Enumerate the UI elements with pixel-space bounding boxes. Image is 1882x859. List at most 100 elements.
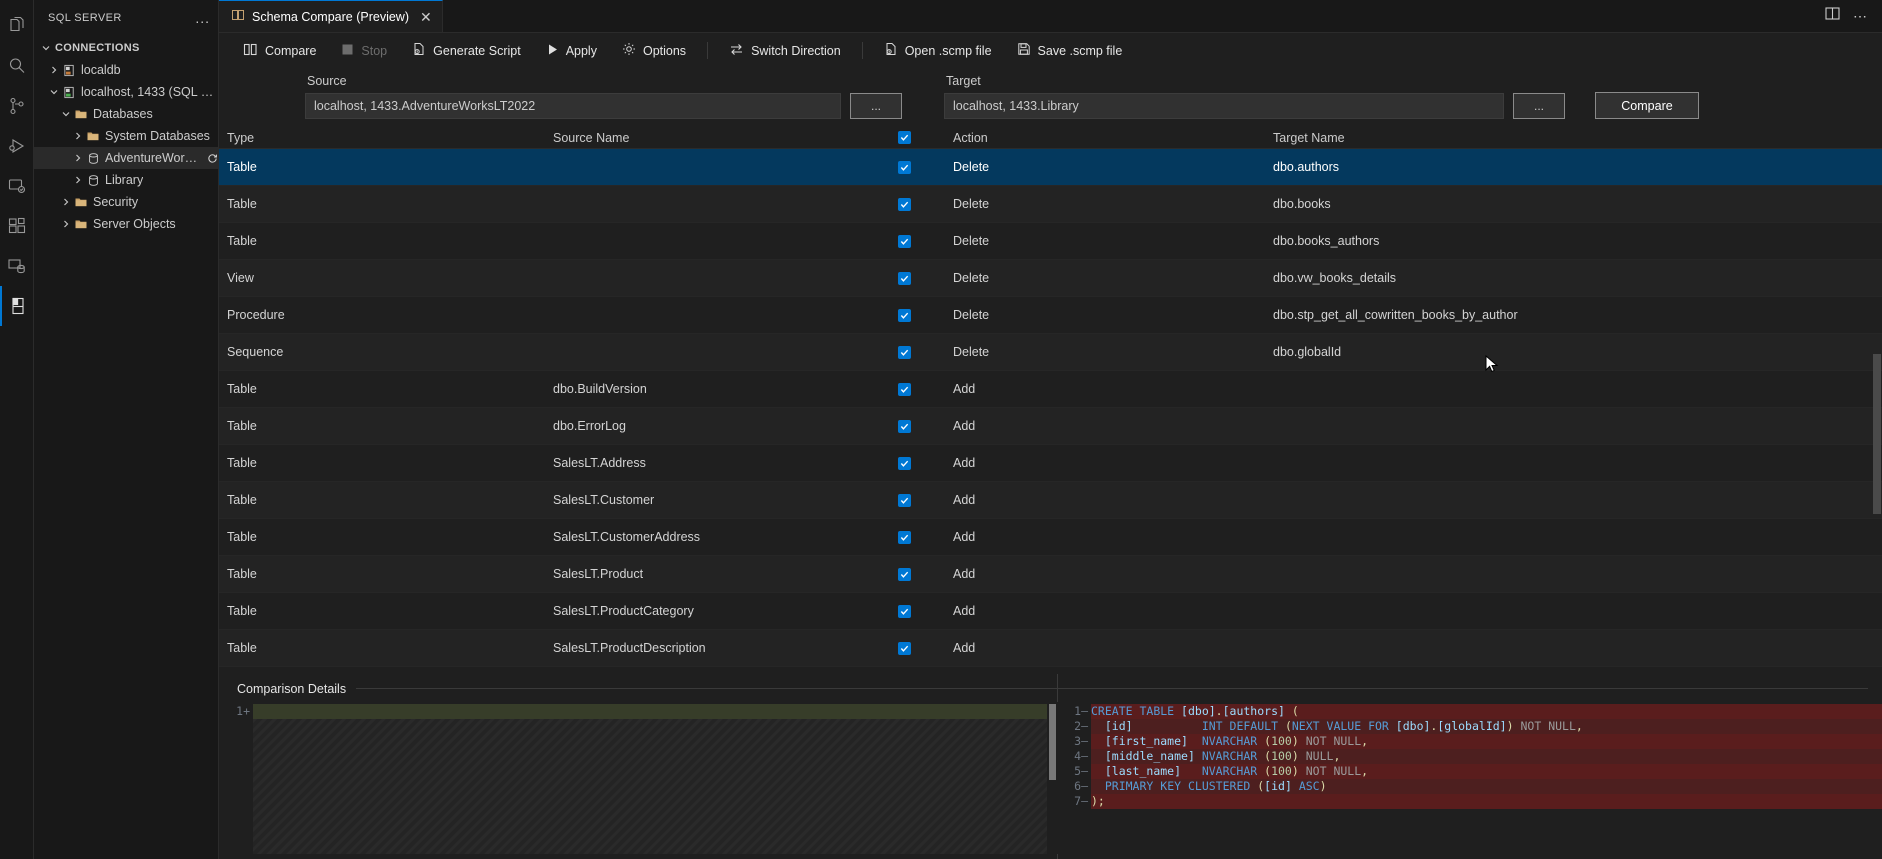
extensions-icon[interactable] <box>0 206 34 246</box>
target-browse-button[interactable]: ... <box>1513 93 1565 120</box>
sql-server-icon[interactable] <box>0 286 34 326</box>
table-row[interactable]: Table SalesLT.ProductDescription Add <box>219 630 1882 668</box>
table-row[interactable]: Table SalesLT.CustomerAddress Add <box>219 519 1882 557</box>
select-all-checkbox[interactable] <box>898 131 911 145</box>
table-row[interactable]: Table Delete dbo.books <box>219 186 1882 224</box>
cell-include-checkbox[interactable] <box>898 419 953 433</box>
switch-direction-label: Switch Direction <box>751 43 841 58</box>
open-scmp-button[interactable]: Open .scmp file <box>873 38 1003 63</box>
azure-icon[interactable] <box>0 246 34 286</box>
sidebar-item-system-databases[interactable]: System Databases <box>34 125 218 147</box>
editor-area: Schema Compare (Preview) ✕ ⋯ Compare <box>219 0 1882 859</box>
remote-explorer-icon[interactable] <box>0 166 34 206</box>
column-header-checkbox[interactable] <box>898 131 953 145</box>
row-checkbox[interactable] <box>898 419 911 433</box>
tree-root-connections[interactable]: CONNECTIONS <box>34 37 218 59</box>
table-row[interactable]: Table SalesLT.ProductCategory Add <box>219 593 1882 631</box>
row-checkbox[interactable] <box>898 641 911 655</box>
cell-include-checkbox[interactable] <box>898 604 953 618</box>
column-header-action[interactable]: Action <box>953 130 988 145</box>
table-row[interactable]: Sequence Delete dbo.globalId <box>219 334 1882 372</box>
cell-include-checkbox[interactable] <box>898 271 953 285</box>
options-button[interactable]: Options <box>611 38 697 63</box>
row-checkbox[interactable] <box>898 567 911 581</box>
row-checkbox[interactable] <box>898 234 911 248</box>
cell-include-checkbox[interactable] <box>898 530 953 544</box>
sidebar-more-icon[interactable]: ... <box>195 9 210 26</box>
apply-button[interactable]: Apply <box>535 39 608 63</box>
row-checkbox[interactable] <box>898 197 911 211</box>
row-checkbox[interactable] <box>898 160 911 174</box>
cell-include-checkbox[interactable] <box>898 382 953 396</box>
column-header-source-name[interactable]: Source Name <box>553 130 630 145</box>
source-input[interactable]: localhost, 1433.AdventureWorksLT2022 <box>305 93 841 120</box>
cell-include-checkbox[interactable] <box>898 456 953 470</box>
cell-include-checkbox[interactable] <box>898 234 953 248</box>
row-checkbox[interactable] <box>898 382 911 396</box>
table-row[interactable]: Table Delete dbo.books_authors <box>219 223 1882 261</box>
table-row[interactable]: Table dbo.BuildVersion Add <box>219 371 1882 409</box>
row-checkbox[interactable] <box>898 308 911 322</box>
sidebar-item-localhost[interactable]: localhost, 1433 (SQL Serv... <box>34 81 218 103</box>
table-row[interactable]: Table SalesLT.Address Add <box>219 445 1882 483</box>
table-row[interactable]: Table SalesLT.Customer Add <box>219 482 1882 520</box>
cell-include-checkbox[interactable] <box>898 160 953 174</box>
sidebar-item-label: Library <box>105 173 144 187</box>
generate-script-icon <box>412 42 426 59</box>
close-icon[interactable]: ✕ <box>420 8 432 25</box>
source-browse-button[interactable]: ... <box>850 93 902 120</box>
row-checkbox[interactable] <box>898 493 911 507</box>
source-script-pane[interactable]: 1– 2– 3– 4– 5– 6– 7– CREATE TABLE [dbo].[autho… <box>1057 701 1882 854</box>
left-pane-scrollbar[interactable] <box>1048 702 1057 854</box>
table-row[interactable]: Table SalesLT.Product Add <box>219 556 1882 594</box>
sidebar-item-databases[interactable]: Databases <box>34 103 218 125</box>
tab-schema-compare[interactable]: Schema Compare (Preview) ✕ <box>219 0 443 33</box>
row-checkbox[interactable] <box>898 456 911 470</box>
column-header-target-name[interactable]: Target Name <box>1273 130 1345 145</box>
compare-action-button[interactable]: Compare <box>1595 92 1699 120</box>
cell-include-checkbox[interactable] <box>898 197 953 211</box>
tree-root-label: CONNECTIONS <box>55 42 140 54</box>
cell-include-checkbox[interactable] <box>898 641 953 655</box>
save-scmp-button[interactable]: Save .scmp file <box>1006 38 1134 63</box>
cell-action: Add <box>953 567 976 582</box>
target-input[interactable]: localhost, 1433.Library <box>944 93 1504 120</box>
generate-script-button[interactable]: Generate Script <box>401 38 532 63</box>
table-row[interactable]: Table dbo.ErrorLog Add <box>219 408 1882 446</box>
run-and-debug-icon[interactable] <box>0 126 34 166</box>
table-row[interactable]: Table Delete dbo.authors <box>219 149 1882 187</box>
explorer-icon[interactable] <box>0 6 34 46</box>
sidebar-item-localdb[interactable]: localdb <box>34 59 218 81</box>
table-row[interactable]: Procedure Delete dbo.stp_get_all_cowritten… <box>219 297 1882 335</box>
split-editor-icon[interactable] <box>1824 5 1841 27</box>
grid-scrollbar[interactable] <box>1872 149 1882 674</box>
sidebar-item-adventureworkslt[interactable]: AdventureWorksLT... <box>34 147 218 169</box>
row-checkbox[interactable] <box>898 530 911 544</box>
column-header-type[interactable]: Type <box>227 130 255 145</box>
switch-direction-button[interactable]: Switch Direction <box>718 38 852 64</box>
more-actions-icon[interactable]: ⋯ <box>1853 8 1868 25</box>
sidebar-item-library[interactable]: Library <box>34 169 218 191</box>
compare-toolbar-button[interactable]: Compare <box>232 38 327 64</box>
row-checkbox[interactable] <box>898 271 911 285</box>
cell-include-checkbox[interactable] <box>898 493 953 507</box>
row-checkbox[interactable] <box>898 604 911 618</box>
left-code-area[interactable] <box>253 701 1057 854</box>
cell-include-checkbox[interactable] <box>898 567 953 581</box>
source-control-icon[interactable] <box>0 86 34 126</box>
cell-include-checkbox[interactable] <box>898 308 953 322</box>
grid-scrollbar-thumb[interactable] <box>1873 354 1881 515</box>
sidebar-item-security[interactable]: Security <box>34 191 218 213</box>
table-row[interactable]: View Delete dbo.vw_books_details <box>219 260 1882 298</box>
sidebar-item-server-objects[interactable]: Server Objects <box>34 213 218 235</box>
refresh-icon[interactable] <box>207 153 218 164</box>
cell-include-checkbox[interactable] <box>898 345 953 359</box>
row-checkbox[interactable] <box>898 345 911 359</box>
chevron-right-icon <box>48 65 60 75</box>
target-script-pane[interactable]: 1+ <box>219 701 1057 854</box>
cell-source-name: SalesLT.ProductCategory <box>553 604 694 619</box>
left-pane-scrollbar-thumb[interactable] <box>1049 703 1056 780</box>
search-icon[interactable] <box>0 46 34 86</box>
right-code-area[interactable]: CREATE TABLE [dbo].[authors] ( [id] INT … <box>1091 702 1882 854</box>
